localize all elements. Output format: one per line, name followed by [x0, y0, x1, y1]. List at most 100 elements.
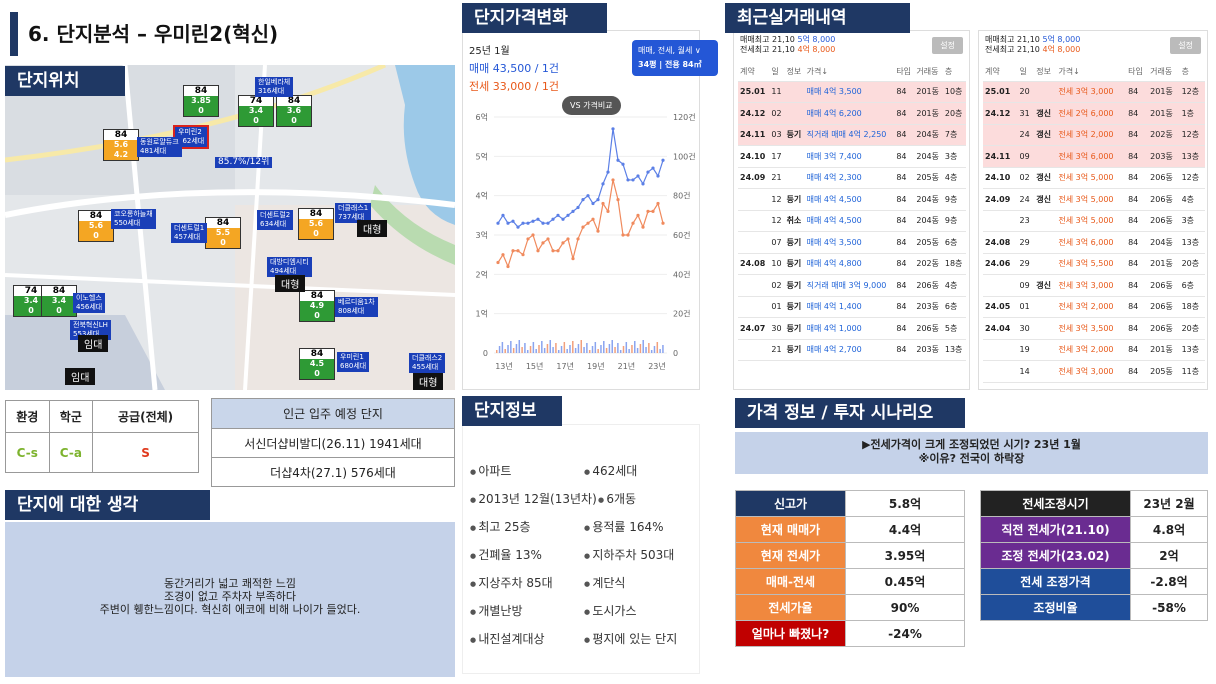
map-marker[interactable]: 84 4.9 0 — [299, 290, 335, 322]
table-row[interactable]: 24.11 03 등기 직거래 매매 4억 2,250 84 204동 7층 — [738, 124, 966, 146]
table-cell: 84 — [894, 81, 915, 103]
table-column-header[interactable]: 계약 — [738, 63, 770, 82]
table-row[interactable]: 09 갱신 전세 3억 3,000 84 206동 6층 — [983, 274, 1205, 297]
series-point — [641, 225, 645, 229]
table-row[interactable]: 24.10 17 매매 3억 7,400 84 204동 3층 — [738, 145, 966, 168]
adjust-row: 전세조정시기 23년 2월 — [980, 490, 1208, 517]
trade-type-dropdown[interactable]: 매매, 전세, 월세 ∨ 34평 | 전용 84㎡ — [632, 40, 718, 76]
table-row[interactable]: 24.04 30 전세 3억 3,500 84 206동 20층 — [983, 317, 1205, 340]
table-row[interactable]: 24.05 01 전세 3억 2,000 84 206동 18층 — [983, 296, 1205, 318]
table-row[interactable]: 24.09 24 갱신 전세 3억 5,000 84 206동 4층 — [983, 188, 1205, 211]
table-row[interactable]: 12 등기 매매 4억 4,500 84 204동 9층 — [738, 188, 966, 211]
table-column-header[interactable]: 거래동 — [914, 63, 943, 82]
map-marker[interactable]: 84 4.5 0 — [299, 348, 335, 380]
table-row[interactable]: 24.08 29 전세 3억 6,000 84 204동 13층 — [983, 231, 1205, 254]
table-cell: 24 — [1017, 188, 1035, 211]
table-cell: 24.09 — [738, 167, 770, 189]
table-row[interactable]: 24.12 02 매매 4억 6,200 84 201동 20층 — [738, 102, 966, 125]
table-row[interactable]: 24.11 09 전세 3억 6,000 84 203동 13층 — [983, 145, 1205, 168]
compare-button[interactable]: VS 가격비교 — [562, 96, 621, 115]
volume-bar — [631, 345, 633, 353]
table-row[interactable]: 07 등기 매매 4억 3,500 84 205동 6층 — [738, 231, 966, 254]
adjust-row: 조정비율 -58% — [980, 594, 1208, 621]
info-item: 6개동 — [598, 490, 636, 507]
price-chart: 6억 5억 4억 3억 2억 1억 0 120건 100건 80건 60건 40건 20건 0 13년 15년… — [476, 112, 696, 371]
table-cell: 84 — [1126, 81, 1149, 103]
table-row[interactable]: 24.10 02 갱신 전세 3억 5,000 84 206동 12층 — [983, 167, 1205, 189]
map-marker[interactable]: 84 3.4 0 — [41, 285, 77, 317]
volume-bar — [603, 341, 605, 353]
table-row[interactable]: 24.06 29 전세 3억 5,500 84 201동 20층 — [983, 253, 1205, 275]
price-label: 신고가 — [735, 490, 846, 517]
settings-button[interactable]: 설정 — [932, 37, 963, 54]
table-row[interactable]: 19 전세 3억 2,000 84 201동 13층 — [983, 339, 1205, 361]
table-cell — [1034, 296, 1057, 318]
table-row[interactable]: 24.12 31 갱신 전세 2억 6,000 84 201동 1층 — [983, 102, 1205, 125]
map-marker[interactable]: 84 5.6 4.2 — [103, 129, 139, 161]
table-row[interactable]: 24.07 30 등기 매매 4억 1,000 84 206동 5층 — [738, 317, 966, 340]
y-tick-right: 60건 — [673, 230, 691, 240]
table-column-header[interactable]: 가격↓ — [804, 63, 895, 82]
map-marker[interactable]: 84 5.5 0 — [205, 217, 241, 249]
table-cell: 7층 — [942, 124, 966, 146]
adjust-value: -58% — [1130, 594, 1208, 621]
map-marker[interactable]: 84 5.6 0 — [78, 210, 114, 242]
map-marker[interactable]: 84 3.85 0 — [183, 85, 219, 117]
table-cell: 6층 — [1179, 274, 1205, 297]
table-row[interactable]: 24.09 21 매매 4억 2,300 84 205동 4층 — [738, 167, 966, 189]
table-column-header[interactable]: 타입 — [894, 63, 915, 82]
table-row[interactable]: 12 취소 매매 4억 4,500 84 204동 9층 — [738, 210, 966, 232]
y-tick-left: 0 — [483, 349, 488, 358]
series-point — [551, 249, 555, 253]
series-point — [591, 201, 595, 206]
map-marker[interactable]: 74 3.4 0 — [13, 285, 49, 317]
table-cell: 25.01 — [738, 81, 770, 103]
table-cell: 203동 — [1148, 145, 1180, 168]
series-point — [571, 257, 575, 261]
table-cell — [784, 145, 805, 168]
table-cell: 10층 — [942, 81, 966, 103]
table-cell: 84 — [894, 102, 915, 125]
table-column-header[interactable]: 일 — [769, 63, 785, 82]
volume-bar — [628, 349, 630, 353]
table-column-header[interactable]: 층 — [942, 63, 966, 82]
table-row[interactable]: 23 전세 3억 5,000 84 206동 3층 — [983, 210, 1205, 232]
table-row[interactable]: 25.01 11 매매 4억 3,500 84 201동 10층 — [738, 81, 966, 103]
table-column-header[interactable]: 타입 — [1126, 63, 1149, 82]
table-cell: 24.12 — [983, 102, 1018, 125]
price-label: 매매-전세 — [735, 568, 846, 595]
table-column-header[interactable]: 정보 — [784, 63, 805, 82]
table-cell: 204동 — [1148, 231, 1180, 254]
table-row[interactable]: 01 등기 매매 4억 1,400 84 203동 6층 — [738, 296, 966, 318]
table-column-header[interactable]: 층 — [1179, 63, 1205, 82]
table-column-header[interactable]: 계약 — [983, 63, 1018, 82]
table-cell: 13층 — [1179, 339, 1205, 361]
table-row[interactable]: 02 등기 직거래 매매 3억 9,000 84 206동 4층 — [738, 274, 966, 297]
table-row[interactable]: 25.01 20 전세 3억 3,000 84 201동 12층 — [983, 81, 1205, 103]
volume-bar — [577, 344, 580, 353]
volume-bar — [622, 346, 625, 353]
table-row[interactable]: 24 갱신 전세 3억 2,000 84 202동 12층 — [983, 124, 1205, 146]
rating-header: 학군 — [48, 400, 94, 433]
table-column-header[interactable]: 가격↓ — [1056, 63, 1127, 82]
table-row[interactable]: 24.08 10 등기 매매 4억 4,800 84 202동 18층 — [738, 253, 966, 275]
table-column-header[interactable]: 정보 — [1034, 63, 1057, 82]
map-label: 더클래스1 737세대 — [335, 203, 372, 223]
map-label: 더센트럴1 457세대 — [171, 223, 208, 243]
x-tick: 13년 — [495, 361, 513, 371]
series-point — [516, 249, 520, 253]
map-marker[interactable]: 74 3.4 0 — [238, 95, 274, 127]
table-cell: 202동 — [914, 253, 943, 275]
complex-map[interactable]: 84 3.85 0 74 3.4 0 84 3.6 0 84 5.6 4.2 84 5.6 0 84… — [5, 65, 455, 390]
map-marker[interactable]: 84 3.6 0 — [276, 95, 312, 127]
table-row[interactable]: 14 전세 3억 3,000 84 205동 11층 — [983, 360, 1205, 383]
table-column-header[interactable]: 거래동 — [1148, 63, 1180, 82]
scenario-q1: ▶전세가격이 크게 조정되었던 시기? 23년 1월 — [862, 438, 1081, 451]
table-cell: 매매 4억 2,700 — [804, 339, 895, 361]
settings-button[interactable]: 설정 — [1170, 37, 1201, 54]
table-column-header[interactable]: 일 — [1017, 63, 1035, 82]
volume-bar — [569, 345, 571, 353]
table-row[interactable]: 21 등기 매매 4억 2,700 84 203동 13층 — [738, 339, 966, 361]
map-marker[interactable]: 84 5.6 0 — [298, 208, 334, 240]
info-item: 지상주차 85대 — [470, 574, 552, 591]
